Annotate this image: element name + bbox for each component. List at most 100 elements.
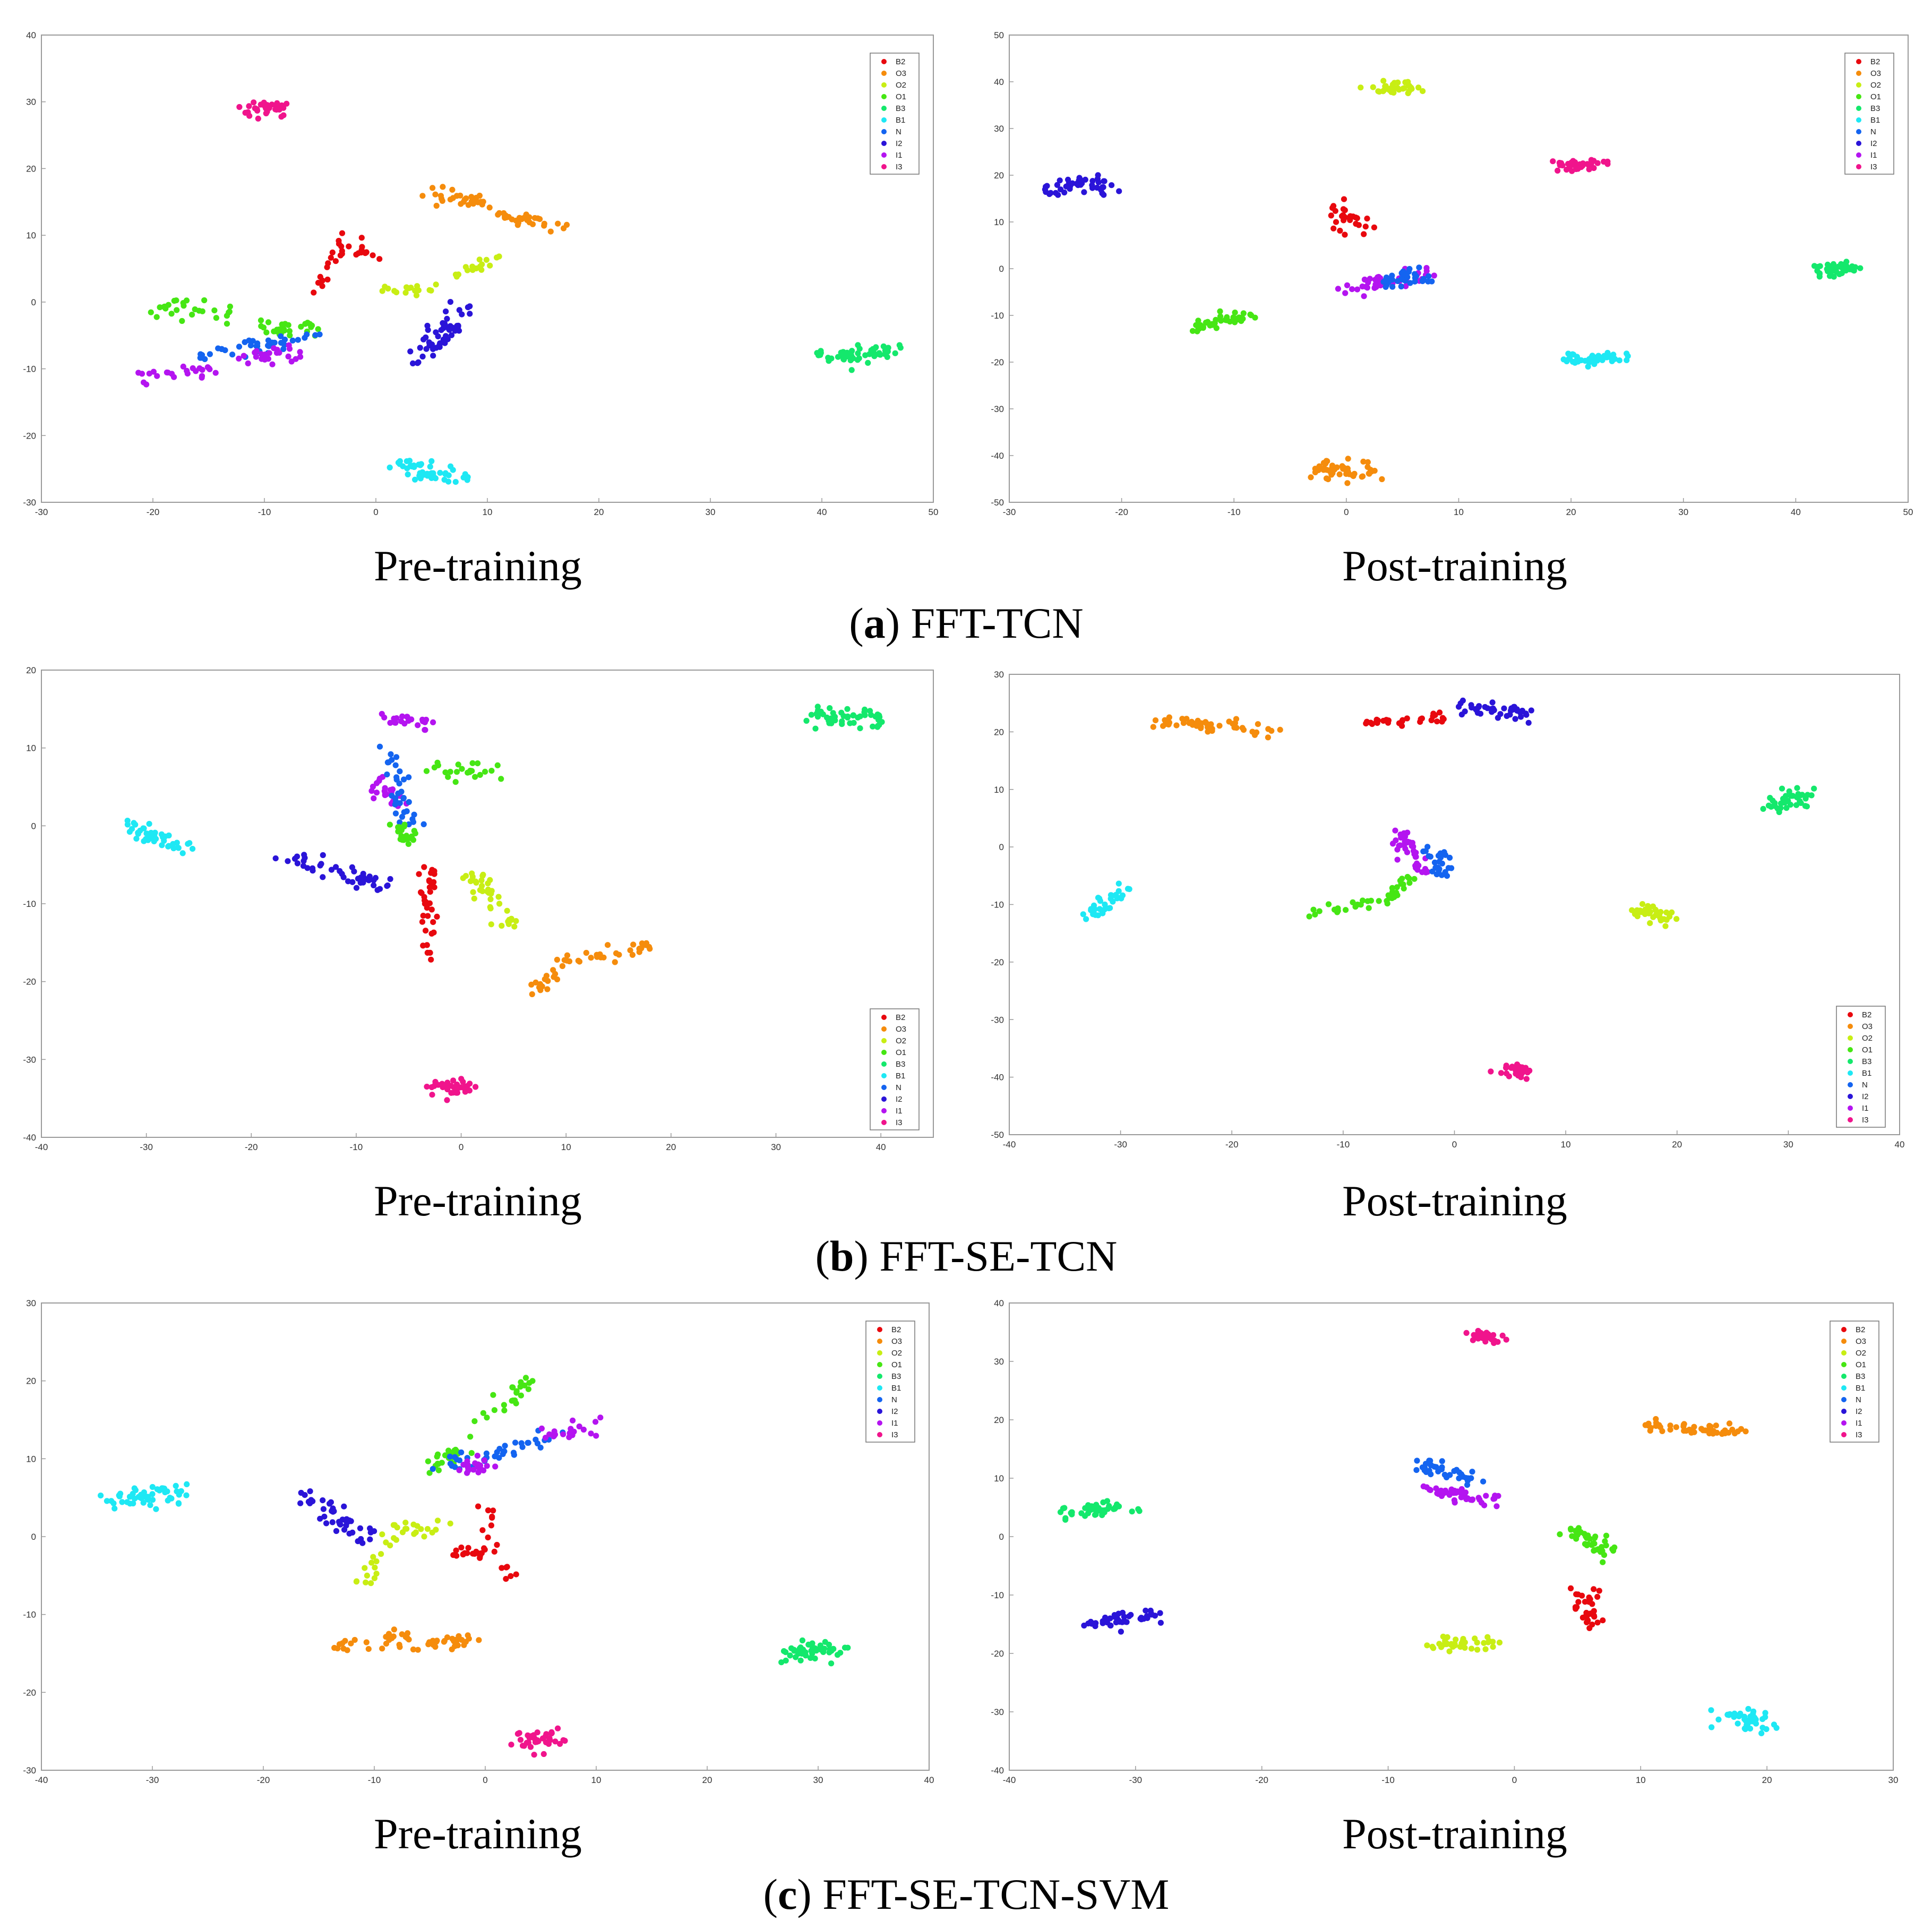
point-i2 — [300, 858, 307, 864]
point-i2 — [447, 299, 454, 305]
y-tick-label: -20 — [23, 977, 36, 987]
point-b1 — [140, 825, 147, 831]
point-o3 — [1713, 1422, 1719, 1429]
point-o1 — [1577, 1529, 1584, 1536]
point-i2 — [1157, 1619, 1164, 1626]
y-tick-label: 10 — [26, 230, 36, 241]
point-i1 — [1451, 1497, 1457, 1504]
point-i2 — [1069, 180, 1076, 186]
point-o2 — [496, 901, 503, 907]
point-b2 — [1329, 205, 1336, 211]
legend-label-o3: O3 — [896, 1025, 906, 1034]
point-o1 — [1240, 310, 1247, 316]
x-tick-label: 10 — [591, 1775, 602, 1785]
point-b1 — [417, 475, 424, 482]
point-o2 — [403, 1525, 410, 1532]
point-o3 — [1150, 724, 1156, 730]
point-o1 — [1406, 875, 1412, 881]
point-b1 — [149, 1497, 156, 1503]
point-i3 — [527, 1744, 534, 1750]
point-o1 — [445, 1447, 452, 1454]
point-b2 — [431, 929, 437, 936]
caption-letter: b — [830, 1232, 854, 1280]
y-tick-label: 0 — [999, 842, 1004, 852]
point-o1 — [435, 1467, 442, 1473]
point-b1 — [141, 1489, 147, 1496]
point-o1 — [387, 821, 393, 828]
point-o3 — [588, 955, 594, 961]
point-b2 — [1374, 720, 1380, 726]
point-b2 — [504, 1564, 510, 1570]
legend: B2 O3 O2 O1 B3 B1 N I2 I1 I3 — [1836, 1006, 1886, 1128]
x-tick-label: -20 — [257, 1775, 270, 1785]
point-o2 — [1380, 88, 1386, 95]
point-o1 — [425, 1458, 432, 1464]
point-i3 — [1559, 162, 1566, 169]
legend-marker-o1 — [877, 1362, 882, 1367]
point-b1 — [450, 467, 456, 473]
point-b2 — [1363, 721, 1369, 727]
point-i3 — [439, 1081, 445, 1087]
point-o3 — [1721, 1430, 1727, 1436]
y-tick-label: 10 — [994, 785, 1004, 795]
point-o2 — [1469, 1645, 1475, 1652]
point-o1 — [453, 769, 460, 775]
point-i2 — [320, 1506, 327, 1512]
point-i1 — [1361, 293, 1367, 299]
point-o2 — [1490, 1644, 1496, 1650]
point-b1 — [1090, 911, 1096, 918]
panel-sublabel: Pre-training — [374, 542, 582, 590]
point-i2 — [1523, 711, 1530, 718]
point-o2 — [434, 1518, 441, 1524]
point-o2 — [379, 1531, 385, 1538]
point-n — [1444, 1474, 1450, 1480]
point-o1 — [181, 303, 187, 309]
point-i3 — [1463, 1330, 1470, 1336]
point-b3 — [778, 1659, 785, 1666]
point-o1 — [445, 774, 451, 780]
y-tick-label: 20 — [994, 170, 1004, 181]
point-b1 — [1708, 1724, 1715, 1730]
point-o1 — [168, 311, 175, 317]
point-n — [1399, 276, 1406, 283]
point-i3 — [1518, 1071, 1524, 1078]
point-i3 — [1470, 1337, 1476, 1343]
point-o1 — [482, 768, 488, 775]
x-tick-label: -30 — [35, 507, 48, 517]
point-n — [289, 337, 296, 344]
point-i1 — [1440, 1488, 1446, 1495]
point-o3 — [576, 958, 583, 965]
point-n — [399, 813, 406, 820]
point-b2 — [370, 252, 376, 259]
point-b3 — [1824, 266, 1830, 272]
y-tick-label: -30 — [991, 1707, 1004, 1717]
point-b2 — [1568, 1585, 1574, 1591]
point-o3 — [561, 225, 567, 232]
point-n — [446, 1453, 453, 1460]
point-o3 — [1240, 727, 1247, 733]
point-o2 — [426, 287, 433, 293]
point-o1 — [287, 332, 293, 339]
point-i2 — [1043, 188, 1049, 195]
point-b2 — [488, 1522, 495, 1529]
legend-marker-b1 — [1848, 1070, 1853, 1076]
legend-marker-o1 — [1856, 94, 1861, 99]
point-i1 — [154, 373, 160, 379]
point-b1 — [427, 464, 433, 470]
point-i1 — [169, 371, 175, 377]
point-o3 — [363, 1639, 370, 1645]
point-b1 — [1107, 892, 1114, 898]
point-i3 — [236, 104, 243, 110]
legend-label-o1: O1 — [891, 1360, 902, 1369]
point-o1 — [1238, 318, 1244, 324]
point-i2 — [1094, 184, 1100, 191]
point-n — [397, 800, 403, 807]
legend-marker-i2 — [881, 141, 887, 146]
point-i1 — [1405, 838, 1411, 845]
point-i3 — [428, 1084, 435, 1091]
point-b2 — [1396, 720, 1403, 726]
point-o1 — [162, 305, 169, 312]
point-o3 — [531, 215, 538, 221]
point-o2 — [393, 1537, 400, 1543]
point-b2 — [339, 251, 345, 257]
